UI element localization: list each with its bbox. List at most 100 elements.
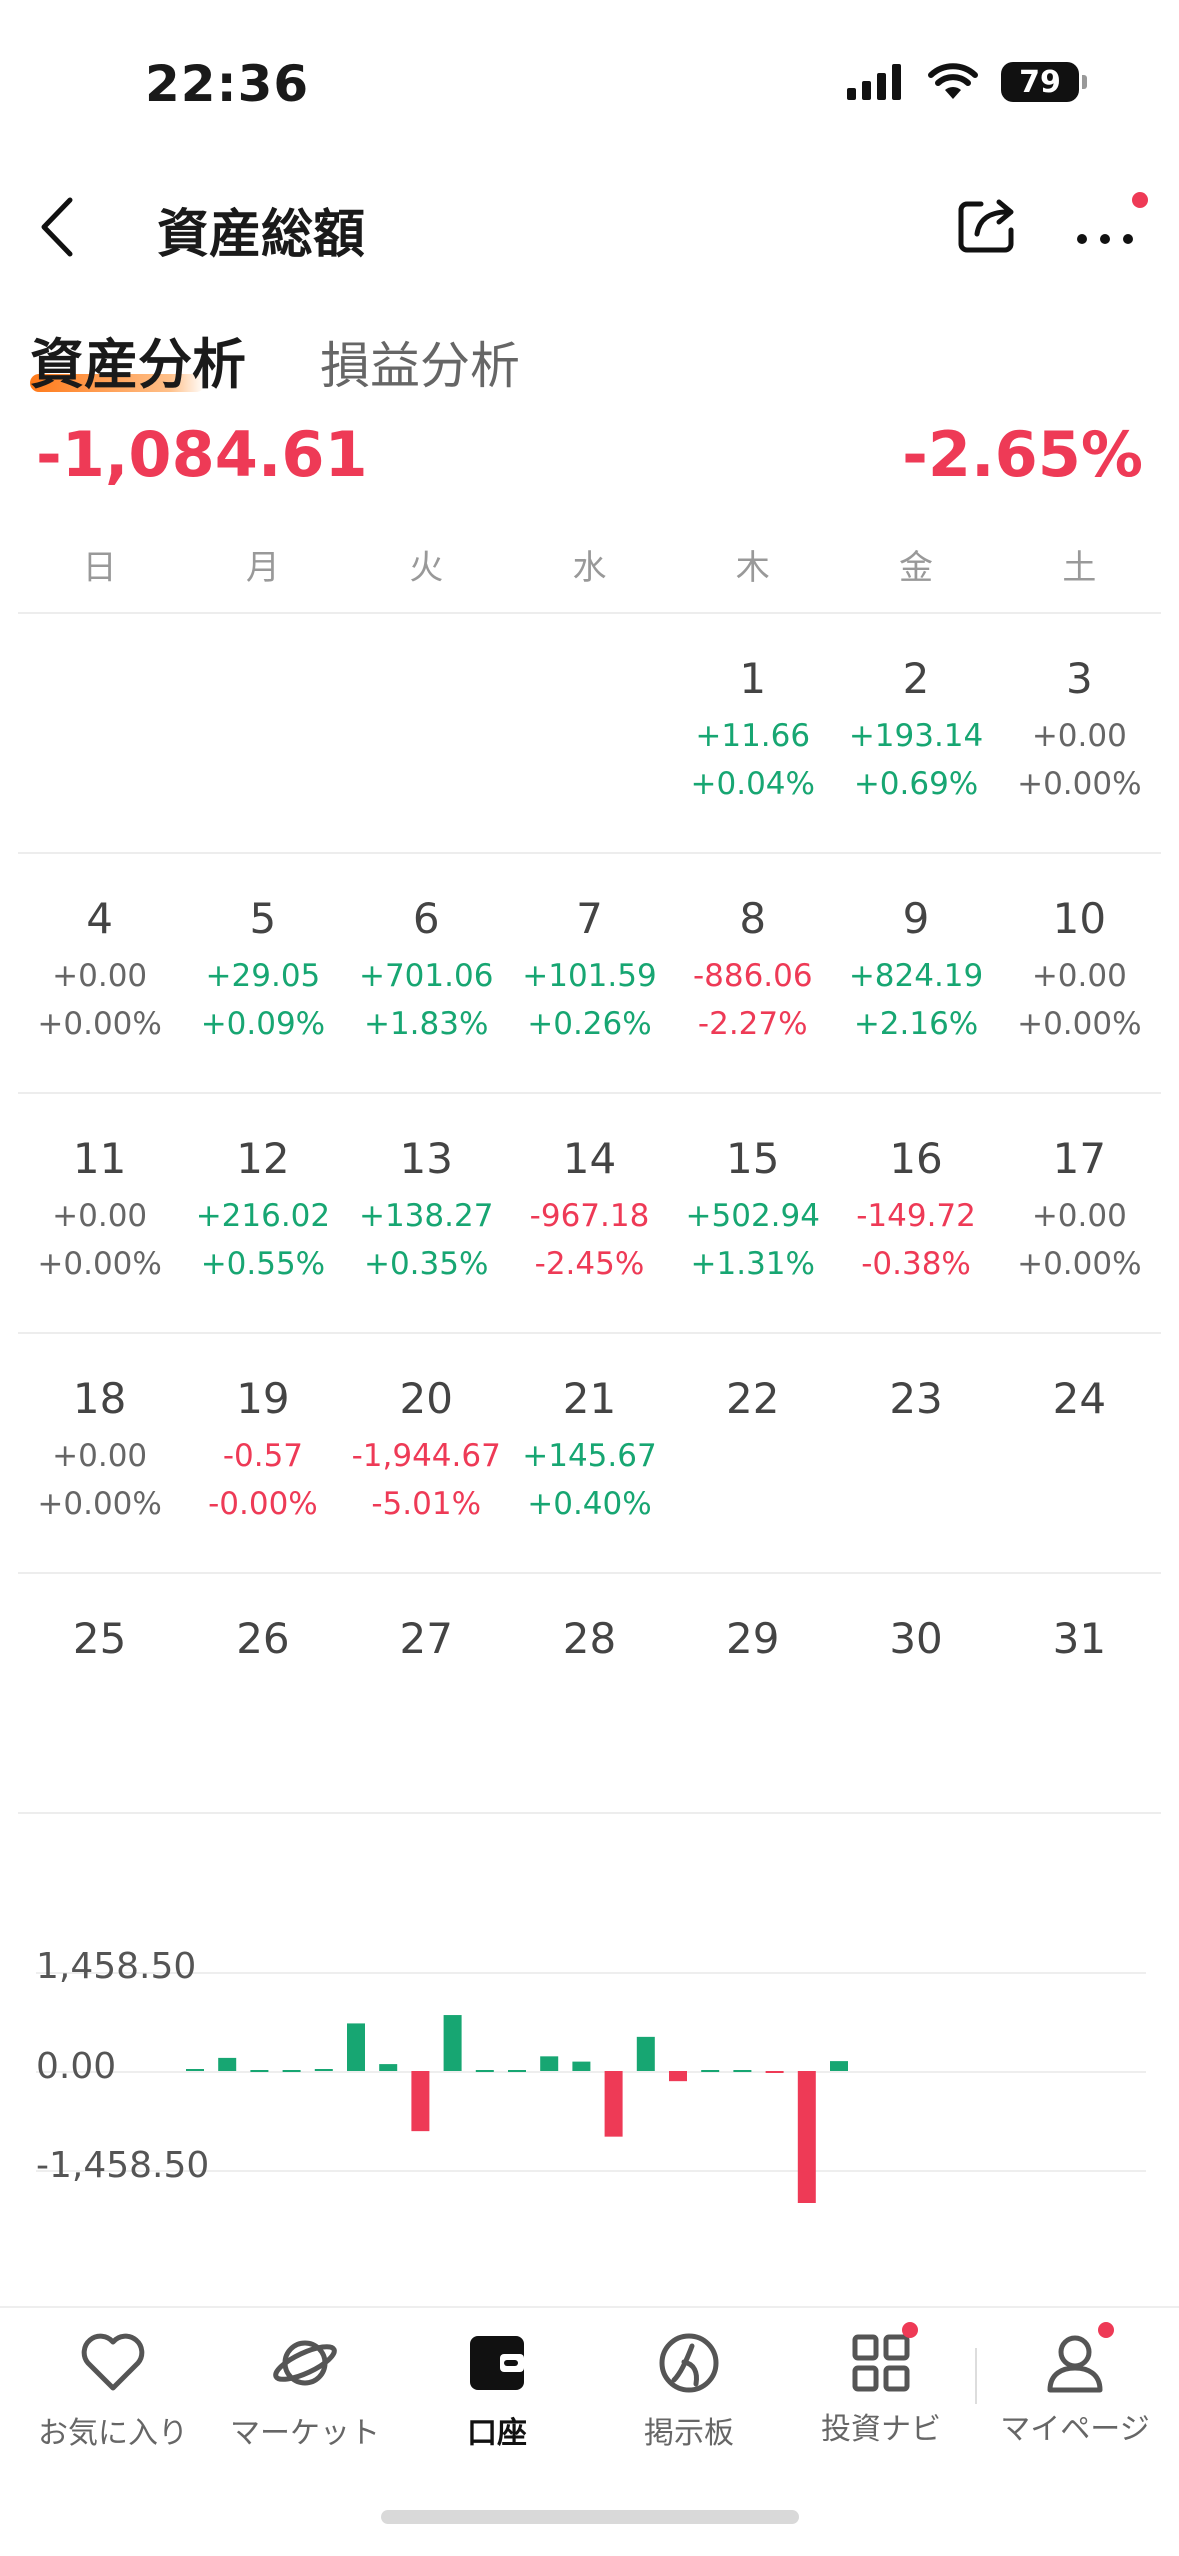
nav-invest-navi[interactable]: 投資ナビ — [786, 2322, 976, 2448]
total-change: -1,084.61 — [36, 418, 368, 491]
calendar-day[interactable]: 25 — [18, 1578, 181, 1816]
status-bar: 22:36 79 — [0, 0, 1179, 170]
more-dots-icon — [1077, 234, 1133, 244]
weekday-label: 土 — [1062, 548, 1097, 588]
day-change-value — [345, 718, 508, 758]
day-change-value: -0.57 — [222, 1438, 304, 1474]
day-number: 3 — [1065, 654, 1093, 703]
more-menu-button[interactable] — [1070, 192, 1148, 254]
calendar-day[interactable]: 29 — [671, 1578, 834, 1816]
nav-favorites[interactable]: お気に入り — [18, 2328, 208, 2452]
home-indicator — [381, 2510, 799, 2524]
calendar-day[interactable]: 20 -1,944.67 -5.01% — [345, 1338, 508, 1576]
calendar-day[interactable]: 12 +216.02 +0.55% — [181, 1098, 344, 1336]
calendar-day[interactable]: 18 +0.00 +0.00% — [18, 1338, 181, 1576]
day-change-percent: +0.00% — [37, 1006, 162, 1042]
calendar-day[interactable]: 3 +0.00 +0.00% — [998, 618, 1161, 856]
battery-level: 79 — [1019, 64, 1061, 100]
day-number: 10 — [1052, 894, 1107, 943]
calendar-day[interactable]: 30 — [834, 1578, 997, 1816]
calendar-day[interactable]: 7 +101.59 +0.26% — [508, 858, 671, 1096]
calendar-day[interactable]: 5 +29.05 +0.09% — [181, 858, 344, 1096]
calendar-day[interactable]: 14 -967.18 -2.45% — [508, 1098, 671, 1336]
calendar-divider — [18, 1572, 1161, 1574]
bar-day-2 — [218, 2057, 237, 2071]
day-change-percent: +0.00% — [37, 1486, 162, 1522]
day-number: 27 — [399, 1614, 453, 1663]
calendar-day[interactable]: 23 — [834, 1338, 997, 1576]
calendar-day[interactable]: 11 +0.00 +0.00% — [18, 1098, 181, 1336]
day-change-value: +0.00 — [1031, 718, 1127, 754]
day-change-value — [508, 1678, 671, 1718]
calendar-day[interactable]: 26 — [181, 1578, 344, 1816]
day-change-value — [671, 1678, 834, 1718]
tab-asset-analysis[interactable]: 資産分析 — [30, 333, 246, 396]
day-number — [345, 654, 508, 710]
calendar-day[interactable]: 27 — [345, 1578, 508, 1816]
bar-day-8 — [411, 2071, 430, 2132]
day-change-value: -886.06 — [692, 958, 813, 994]
bar-day-20 — [797, 2071, 816, 2204]
calendar-day[interactable]: 4 +0.00 +0.00% — [18, 858, 181, 1096]
calendar-day[interactable]: 28 — [508, 1578, 671, 1816]
day-number: 26 — [236, 1614, 290, 1663]
day-change-percent: -0.38% — [861, 1246, 971, 1282]
day-change-value: +502.94 — [685, 1198, 820, 1234]
y-axis-label: -1,458.50 — [36, 2145, 210, 2186]
day-number: 30 — [889, 1614, 943, 1663]
day-change-percent: -2.27% — [697, 1006, 808, 1042]
calendar-day[interactable]: 2 +193.14 +0.69% — [834, 618, 997, 856]
day-change-value: -967.18 — [529, 1198, 650, 1234]
calendar-day[interactable]: 10 +0.00 +0.00% — [998, 858, 1161, 1096]
day-number — [181, 654, 344, 710]
nav-mypage[interactable]: マイページ — [980, 2322, 1170, 2448]
calendar-day[interactable]: 16 -149.72 -0.38% — [834, 1098, 997, 1336]
calendar-day[interactable]: 21 +145.67 +0.40% — [508, 1338, 671, 1576]
page-title: 資産総額 — [157, 205, 366, 265]
calendar-divider — [18, 1092, 1161, 1094]
calendar-day[interactable]: 15 +502.94 +1.31% — [671, 1098, 834, 1336]
day-change-percent: -2.45% — [534, 1246, 645, 1282]
nav-label: お気に入り — [38, 2416, 188, 2451]
calendar-day[interactable]: 22 — [671, 1338, 834, 1576]
calendar-day[interactable]: 24 — [998, 1338, 1161, 1576]
calendar-day[interactable]: 31 — [998, 1578, 1161, 1816]
day-number — [18, 654, 181, 710]
tab-pnl-analysis[interactable]: 損益分析 — [320, 337, 520, 395]
day-change-percent: +2.16% — [853, 1006, 979, 1042]
day-change-value — [834, 1438, 997, 1478]
wallet-icon — [470, 2336, 524, 2390]
calendar-week: 11 +0.00 +0.00% 12 +216.02 +0.55% 13 +138.27 +0.… — [18, 1098, 1161, 1336]
signal-icon — [847, 64, 901, 100]
nav-board[interactable]: 掲示板 — [594, 2328, 784, 2452]
day-number: 29 — [726, 1614, 780, 1663]
day-change-percent — [671, 1726, 834, 1766]
calendar-day[interactable]: 8 -886.06 -2.27% — [671, 858, 834, 1096]
calendar-day — [18, 618, 181, 856]
calendar-day[interactable]: 17 +0.00 +0.00% — [998, 1098, 1161, 1336]
calendar-day[interactable]: 13 +138.27 +0.35% — [345, 1098, 508, 1336]
calendar-day[interactable]: 1 +11.66 +0.04% — [671, 618, 834, 856]
day-change-value: +216.02 — [195, 1198, 331, 1234]
notification-dot — [1132, 192, 1148, 208]
bar-day-7 — [379, 2064, 398, 2071]
calendar-day[interactable]: 19 -0.57 -0.00% — [181, 1338, 344, 1576]
notification-dot — [1098, 2322, 1114, 2338]
day-change-value — [181, 1678, 344, 1718]
back-button[interactable] — [30, 192, 90, 262]
calendar-day[interactable]: 6 +701.06 +1.83% — [345, 858, 508, 1096]
bar-day-11 — [508, 2070, 526, 2072]
nav-account[interactable]: 口座 — [402, 2328, 592, 2452]
day-change-percent — [998, 1486, 1161, 1526]
day-number — [508, 654, 671, 710]
day-change-value: -1,944.67 — [351, 1438, 501, 1474]
share-button[interactable] — [955, 192, 1019, 256]
bar-day-5 — [314, 2069, 333, 2071]
active-tab-underline — [30, 374, 205, 392]
day-change-percent — [18, 766, 181, 806]
day-change-value — [18, 1678, 181, 1718]
planet-icon — [273, 2340, 337, 2386]
day-number: 2 — [902, 654, 930, 703]
nav-market[interactable]: マーケット — [210, 2328, 400, 2452]
calendar-day[interactable]: 9 +824.19 +2.16% — [834, 858, 997, 1096]
